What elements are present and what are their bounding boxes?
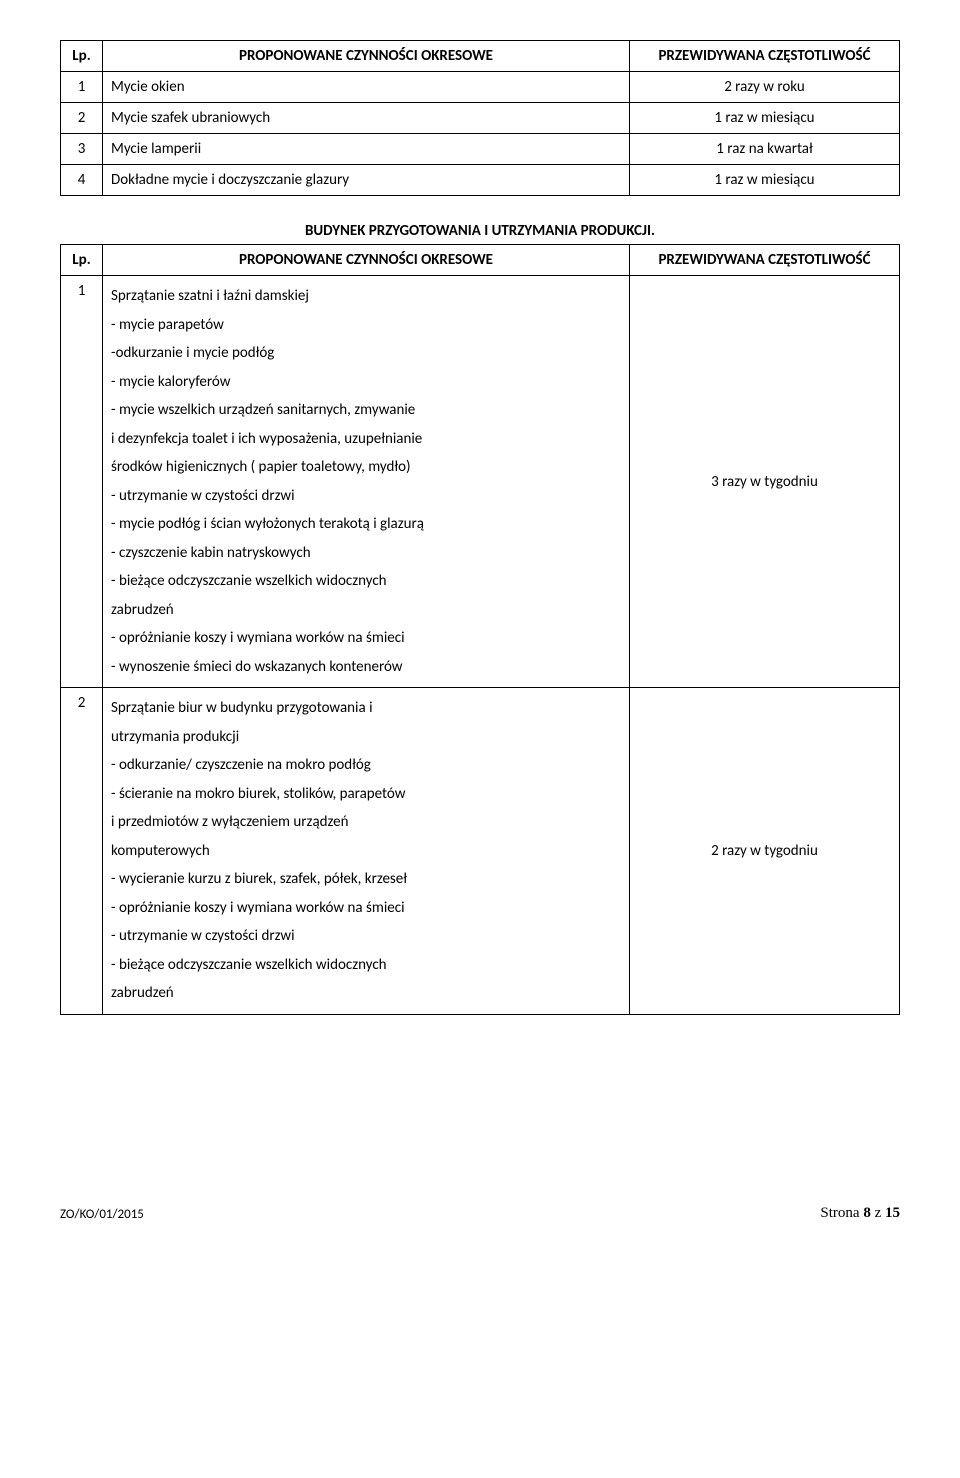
row-frequency: 3 razy w tygodniu (630, 276, 900, 688)
row-lp: 2 (61, 688, 103, 1015)
activity-line: - utrzymanie w czystości drzwi (111, 922, 621, 951)
header-frequency: PRZEWIDYWANA CZĘSTOTLIWOŚĆ (630, 41, 900, 72)
row-activity: Mycie szafek ubraniowych (103, 103, 630, 134)
row-lp: 4 (61, 165, 103, 196)
activity-line: Sprzątanie biur w budynku przygotowania … (111, 694, 621, 723)
activity-line: i dezynfekcja toalet i ich wyposażenia, … (111, 425, 621, 454)
footer-page-number: Strona 8 z 15 (820, 1205, 900, 1222)
activity-line: - czyszczenie kabin natryskowych (111, 539, 621, 568)
page-footer: ZO/KO/01/2015 Strona 8 z 15 (60, 1205, 900, 1222)
header-activity: PROPONOWANE CZYNNOŚCI OKRESOWE (103, 245, 630, 276)
table-header-row: Lp. PROPONOWANE CZYNNOŚCI OKRESOWE PRZEW… (61, 245, 900, 276)
section-title: BUDYNEK PRZYGOTOWANIA I UTRZYMANIA PRODU… (60, 222, 900, 240)
table-header-row: Lp. PROPONOWANE CZYNNOŚCI OKRESOWE PRZEW… (61, 41, 900, 72)
table-row: 2 Mycie szafek ubraniowych 1 raz w miesi… (61, 103, 900, 134)
activity-line: Sprzątanie szatni i łaźni damskiej (111, 282, 621, 311)
header-activity: PROPONOWANE CZYNNOŚCI OKRESOWE (103, 41, 630, 72)
header-lp: Lp. (61, 41, 103, 72)
activity-line: zabrudzeń (111, 596, 621, 625)
row-lp: 1 (61, 72, 103, 103)
activity-line: - bieżące odczyszczanie wszelkich widocz… (111, 567, 621, 596)
footer-doc-id: ZO/KO/01/2015 (60, 1207, 144, 1222)
activity-line: - odkurzanie/ czyszczenie na mokro podłó… (111, 751, 621, 780)
header-frequency: PRZEWIDYWANA CZĘSTOTLIWOŚĆ (630, 245, 900, 276)
activity-line: - mycie parapetów (111, 311, 621, 340)
row-frequency: 2 razy w tygodniu (630, 688, 900, 1015)
row-lp: 1 (61, 276, 103, 688)
table-row: 1 Mycie okien 2 razy w roku (61, 72, 900, 103)
activity-line: - bieżące odczyszczanie wszelkich widocz… (111, 951, 621, 980)
row-lp: 3 (61, 134, 103, 165)
activity-line: - mycie wszelkich urządzeń sanitarnych, … (111, 396, 621, 425)
row-activity: Sprzątanie biur w budynku przygotowania … (103, 688, 630, 1015)
header-lp: Lp. (61, 245, 103, 276)
activity-line: - opróżnianie koszy i wymiana worków na … (111, 624, 621, 653)
activity-line: komputerowych (111, 837, 621, 866)
row-frequency: 1 raz na kwartał (630, 134, 900, 165)
periodic-activities-table-2: Lp. PROPONOWANE CZYNNOŚCI OKRESOWE PRZEW… (60, 244, 900, 1015)
activity-line: i przedmiotów z wyłączeniem urządzeń (111, 808, 621, 837)
table-row: 3 Mycie lamperii 1 raz na kwartał (61, 134, 900, 165)
row-frequency: 1 raz w miesiącu (630, 103, 900, 134)
activity-line: - mycie kaloryferów (111, 368, 621, 397)
row-activity: Sprzątanie szatni i łaźni damskiej- myci… (103, 276, 630, 688)
table-row: 4 Dokładne mycie i doczyszczanie glazury… (61, 165, 900, 196)
activity-line: - ścieranie na mokro biurek, stolików, p… (111, 780, 621, 809)
activity-line: utrzymania produkcji (111, 723, 621, 752)
activity-line: - opróżnianie koszy i wymiana worków na … (111, 894, 621, 923)
activity-line: -odkurzanie i mycie podłóg (111, 339, 621, 368)
row-lp: 2 (61, 103, 103, 134)
activity-line: środków higienicznych ( papier toaletowy… (111, 453, 621, 482)
table-row: 1 Sprzątanie szatni i łaźni damskiej- my… (61, 276, 900, 688)
row-activity: Dokładne mycie i doczyszczanie glazury (103, 165, 630, 196)
row-frequency: 1 raz w miesiącu (630, 165, 900, 196)
periodic-activities-table-1: Lp. PROPONOWANE CZYNNOŚCI OKRESOWE PRZEW… (60, 40, 900, 196)
activity-line: - wynoszenie śmieci do wskazanych konten… (111, 653, 621, 682)
activity-line: - utrzymanie w czystości drzwi (111, 482, 621, 511)
row-activity: Mycie lamperii (103, 134, 630, 165)
activity-line: zabrudzeń (111, 979, 621, 1008)
row-activity: Mycie okien (103, 72, 630, 103)
table-row: 2 Sprzątanie biur w budynku przygotowani… (61, 688, 900, 1015)
activity-line: - wycieranie kurzu z biurek, szafek, pół… (111, 865, 621, 894)
activity-line: - mycie podłóg i ścian wyłożonych terako… (111, 510, 621, 539)
row-frequency: 2 razy w roku (630, 72, 900, 103)
